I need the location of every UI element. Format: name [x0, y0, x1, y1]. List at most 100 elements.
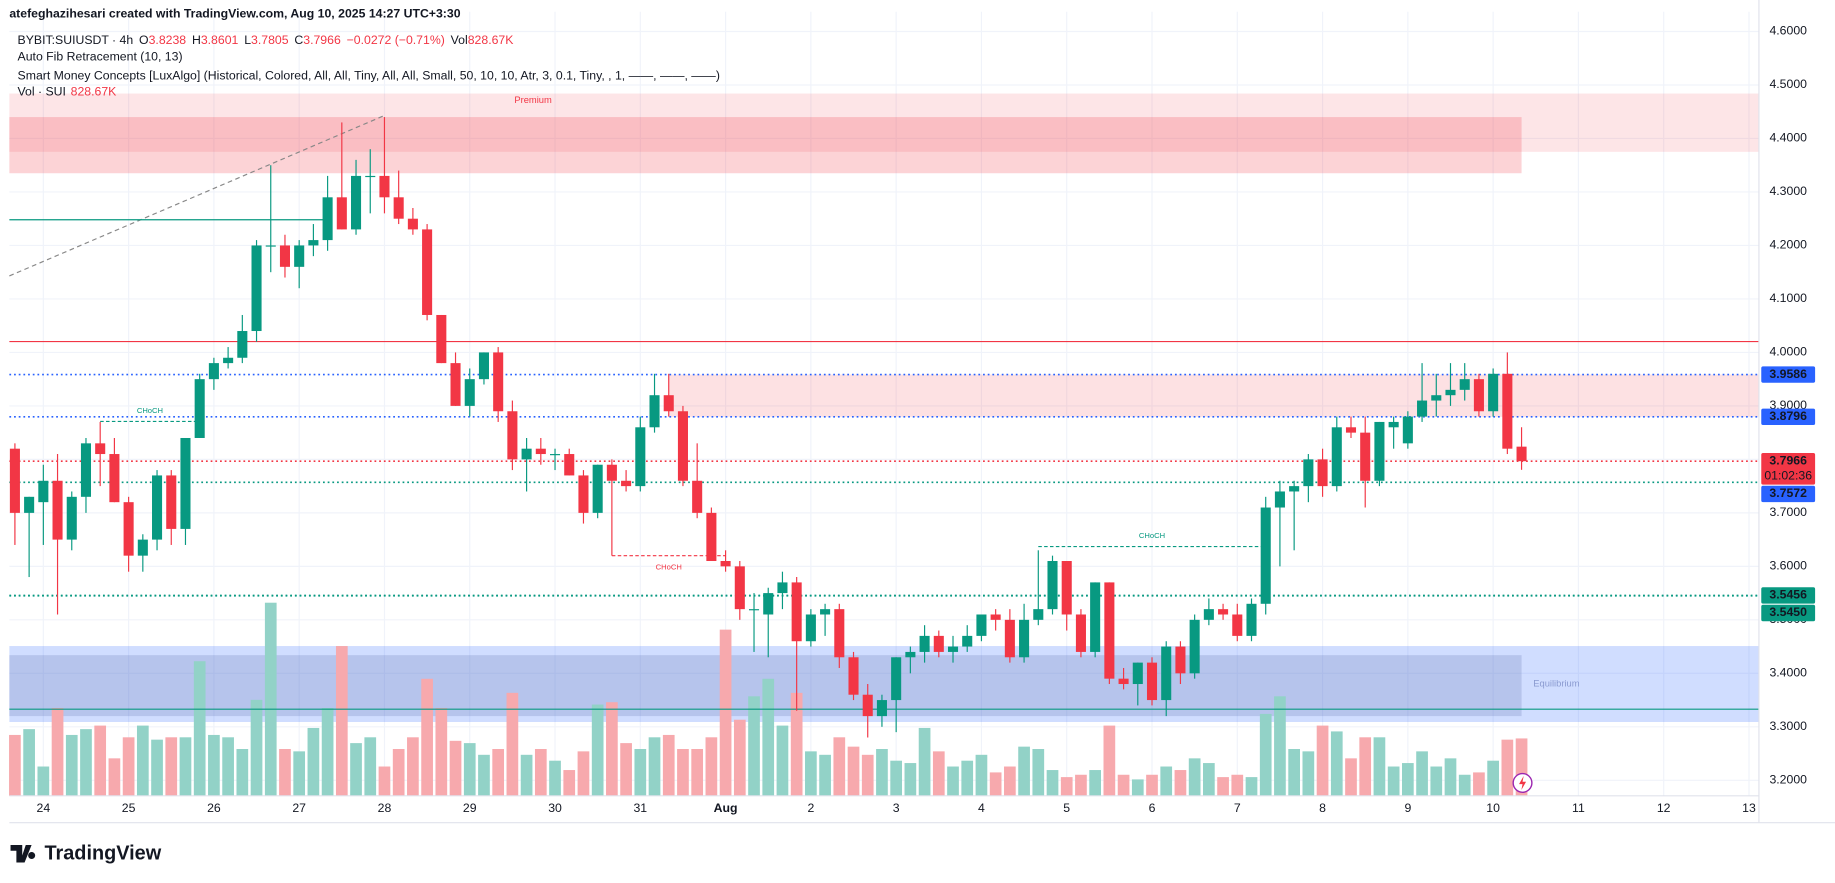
volume-bar: [833, 737, 846, 796]
price-label: 3.7572: [1769, 486, 1807, 500]
candle-body: [635, 427, 646, 487]
volume-bar: [449, 740, 462, 796]
volume-bar: [1387, 766, 1400, 796]
x-tick-label: 24: [37, 801, 51, 815]
zone-label: Equilibrium: [1533, 678, 1579, 688]
volume-bar: [961, 760, 974, 796]
x-tick-label: 30: [548, 801, 562, 815]
volume-study: Vol · SUI 828.67K: [18, 85, 118, 99]
candle-body: [478, 352, 489, 380]
volume-bar: [932, 751, 945, 796]
alert-icon[interactable]: [1512, 772, 1533, 793]
candle-body: [379, 175, 390, 198]
volume-bar: [151, 739, 163, 796]
candle-body: [1090, 582, 1101, 652]
candle-body: [1289, 486, 1300, 492]
volume-bar: [1004, 766, 1016, 796]
volume-bar: [989, 772, 1002, 796]
candle-body: [52, 480, 63, 540]
volume-bar: [378, 766, 391, 796]
candle-body: [549, 454, 561, 456]
volume-bar: [23, 729, 35, 796]
ohlc-key: C: [294, 33, 303, 47]
volume-bar: [208, 734, 220, 796]
volume-bar: [776, 725, 789, 796]
volume-bar: [392, 748, 405, 796]
candle-body: [862, 694, 873, 717]
volume-bar: [1188, 758, 1201, 796]
volume-bar: [904, 763, 917, 796]
volume-bar: [577, 751, 590, 796]
volume-bar: [1430, 766, 1443, 796]
volume-bar: [1032, 748, 1045, 796]
price-label-box: [1761, 408, 1816, 426]
candle-body: [1104, 582, 1115, 679]
y-tick-label: 4.3000: [1769, 184, 1807, 198]
volume-bar: [563, 770, 576, 796]
candle-body: [194, 379, 205, 438]
candle-body: [535, 448, 546, 455]
candle-body: [1075, 614, 1086, 652]
candle-body: [80, 443, 92, 497]
candle-body: [265, 245, 276, 247]
candle-body: [436, 314, 447, 364]
volume-bar: [1288, 748, 1300, 796]
candle-body: [791, 582, 802, 642]
volume-bar: [748, 696, 760, 796]
price-label-box: [1761, 453, 1816, 485]
candle-body: [606, 464, 617, 481]
volume-bar: [364, 737, 377, 796]
volume-bar: [108, 758, 121, 796]
volume-bar: [719, 629, 732, 796]
indicator-name: Auto Fib Retracement (10, 13): [18, 50, 183, 64]
candle-body: [1388, 421, 1399, 428]
y-tick-label: 3.3000: [1769, 719, 1807, 733]
alert-icon-bolt[interactable]: [1519, 775, 1527, 790]
volume-bar: [1117, 774, 1130, 796]
y-tick-label: 4.5000: [1769, 77, 1807, 91]
volume-bar: [890, 760, 903, 796]
volume-bar: [634, 748, 647, 796]
x-tick-label: Aug: [714, 801, 738, 815]
candle-body: [905, 651, 916, 658]
candle-body: [1303, 459, 1314, 487]
candle-body: [38, 480, 49, 503]
y-tick-label: 3.6000: [1769, 559, 1807, 573]
candle-body: [279, 245, 290, 267]
indicator-name: Smart Money Concepts [LuxAlgo] (Historic…: [18, 68, 720, 82]
candle-body: [1118, 678, 1129, 685]
zone-label: Premium: [514, 95, 552, 105]
volume-study-name: Vol · SUI: [18, 85, 66, 99]
volume-bar: [193, 661, 206, 796]
x-tick-label: 5: [1063, 801, 1070, 815]
volume-bar: [819, 754, 831, 796]
countdown: 01:02:36: [1764, 469, 1812, 483]
volume-bar: [264, 602, 277, 796]
y-tick-label: 3.7000: [1769, 505, 1807, 519]
candle-body: [834, 609, 845, 658]
candle-body: [180, 437, 191, 529]
candle-body: [223, 357, 234, 364]
x-tick-label: 3: [893, 801, 900, 815]
candle-body: [1203, 609, 1214, 620]
volume-bar: [492, 748, 505, 796]
y-tick-label: 4.0000: [1769, 345, 1807, 359]
candle-body: [1047, 561, 1058, 610]
candle-body: [1175, 646, 1186, 674]
volume-bar: [293, 751, 306, 796]
x-tick-label: 26: [207, 801, 221, 815]
candle-body: [1232, 614, 1243, 636]
logo-mark: [10, 844, 36, 863]
volume-bar: [705, 737, 718, 796]
volume-bar: [279, 748, 291, 796]
x-tick-label: 2: [807, 801, 814, 815]
volume-bar: [65, 734, 78, 796]
candle-body: [820, 609, 831, 615]
volume-bar: [677, 748, 689, 796]
volume-bar: [918, 727, 931, 796]
candle-body: [876, 700, 887, 717]
volume-bar: [9, 734, 21, 796]
ohlc-value: 3.8601: [201, 33, 239, 47]
candle-body: [137, 539, 148, 556]
